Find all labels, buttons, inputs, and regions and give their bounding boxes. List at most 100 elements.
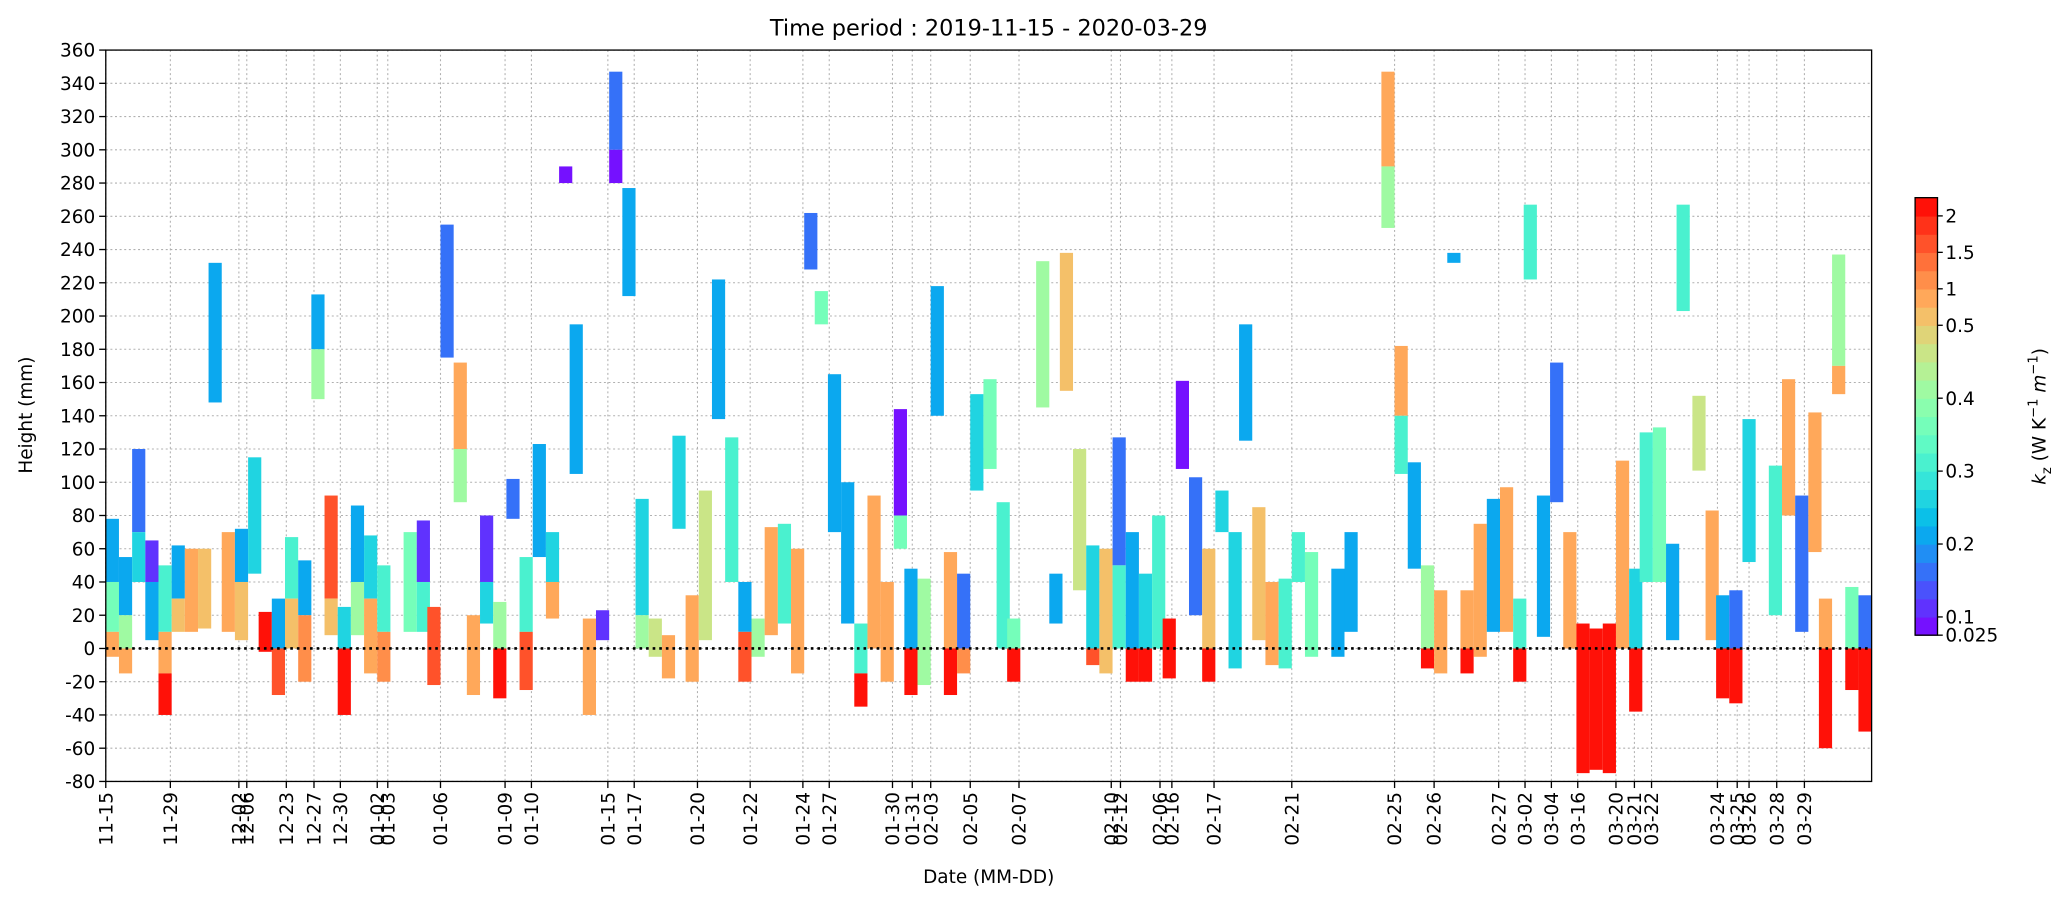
cell <box>609 149 623 184</box>
x-tick-label: 11-29 <box>161 792 182 846</box>
cell <box>350 505 365 582</box>
cell <box>1331 568 1345 657</box>
y-tick-label: 340 <box>60 74 95 95</box>
y-tick-label: 300 <box>60 140 95 161</box>
colorbar-band <box>1915 343 1938 363</box>
cell <box>595 610 610 641</box>
x-tick-label: 03-24 <box>1708 792 1729 846</box>
chart-title: Time period : 2019-11-15 - 2020-03-29 <box>769 16 1208 42</box>
y-tick-label: 100 <box>60 473 95 494</box>
colorbar-tick-label: 0.1 <box>1945 608 1974 629</box>
cell <box>1099 548 1113 674</box>
x-tick-label: 02-27 <box>1489 792 1510 846</box>
cell <box>698 490 712 641</box>
colorbar-band <box>1915 580 1938 600</box>
cell <box>970 394 984 491</box>
cell <box>171 545 185 599</box>
x-tick-label: 02-10 <box>1102 792 1123 846</box>
cell <box>1729 648 1743 704</box>
x-tick-label: 11-15 <box>96 792 117 846</box>
colorbar-tick-label: 0.5 <box>1945 316 1974 337</box>
colorbar-label-part: m <box>2030 375 2051 399</box>
cell <box>1447 252 1461 263</box>
cell <box>132 449 146 533</box>
cell <box>1291 532 1305 582</box>
cell <box>1073 449 1087 591</box>
y-tick-label: 360 <box>60 41 95 62</box>
cell <box>1629 568 1643 649</box>
cell <box>1536 495 1551 637</box>
cell <box>1420 648 1435 669</box>
cell <box>453 362 467 450</box>
cell <box>582 618 596 715</box>
cell <box>158 631 172 674</box>
x-tick-label: 03-16 <box>1568 792 1589 846</box>
cell <box>284 537 299 599</box>
x-tick-label: 01-10 <box>522 792 543 846</box>
colorbar-band <box>1915 416 1938 436</box>
cell <box>350 581 365 636</box>
cell <box>1652 427 1667 582</box>
x-tick-label: 01-22 <box>741 792 762 846</box>
cell <box>1125 532 1139 649</box>
cell <box>1381 166 1395 228</box>
cell <box>880 581 894 682</box>
cell <box>453 449 467 503</box>
cell <box>1086 545 1100 649</box>
cell <box>337 648 351 715</box>
colorbar-band <box>1915 288 1938 308</box>
cell <box>324 495 338 599</box>
colorbar-band <box>1915 598 1938 618</box>
cell <box>1252 507 1266 641</box>
cell <box>1202 548 1216 649</box>
cell <box>1845 586 1859 649</box>
cell <box>1049 573 1063 624</box>
cell <box>1808 412 1822 553</box>
x-tick-label: 01-02 <box>368 792 389 846</box>
y-tick-label: 60 <box>72 539 95 560</box>
cell <box>635 615 649 649</box>
cell <box>480 515 494 582</box>
colorbar-band <box>1915 525 1938 545</box>
cell <box>1125 648 1139 682</box>
cell <box>1112 565 1126 649</box>
x-tick-label: 03-02 <box>1516 792 1537 846</box>
x-tick-label: 02-21 <box>1282 792 1303 846</box>
cell <box>416 581 430 632</box>
cell <box>1729 590 1743 649</box>
cell <box>1639 432 1653 582</box>
cell <box>1589 628 1603 770</box>
cell <box>1563 532 1577 649</box>
x-tick-label: 03-04 <box>1542 792 1563 846</box>
y-tick-label: -80 <box>65 772 95 793</box>
cell <box>661 635 676 679</box>
cell <box>867 495 881 649</box>
y-tick-label: 0 <box>84 639 96 660</box>
cell <box>258 611 272 652</box>
cell <box>1629 648 1643 712</box>
cell <box>545 581 560 619</box>
cell <box>904 648 918 696</box>
cell <box>1845 648 1859 691</box>
cell <box>427 606 441 686</box>
cell <box>1705 510 1719 641</box>
x-tick-label: 01-06 <box>431 792 452 846</box>
colorbar-band <box>1915 234 1938 254</box>
y-tick-label: -40 <box>65 706 95 727</box>
cell <box>105 631 119 657</box>
colorbar-band <box>1915 452 1938 472</box>
y-tick-label: 120 <box>60 440 95 461</box>
x-tick-label: 01-27 <box>820 792 841 846</box>
colorbar-band <box>1915 616 1938 636</box>
colorbar-band <box>1915 307 1938 326</box>
y-tick-label: 20 <box>72 606 95 627</box>
colorbar-tick-label: 1 <box>1945 279 1957 300</box>
y-tick-label: 80 <box>72 506 95 527</box>
cell <box>298 560 312 616</box>
x-tick-label: 02-05 <box>961 792 982 846</box>
cell <box>569 324 583 474</box>
cell <box>738 581 752 632</box>
colorbar-label: kz (W K−1 m−1) <box>2027 348 2055 485</box>
cell <box>1795 495 1809 632</box>
cell <box>1550 362 1564 503</box>
